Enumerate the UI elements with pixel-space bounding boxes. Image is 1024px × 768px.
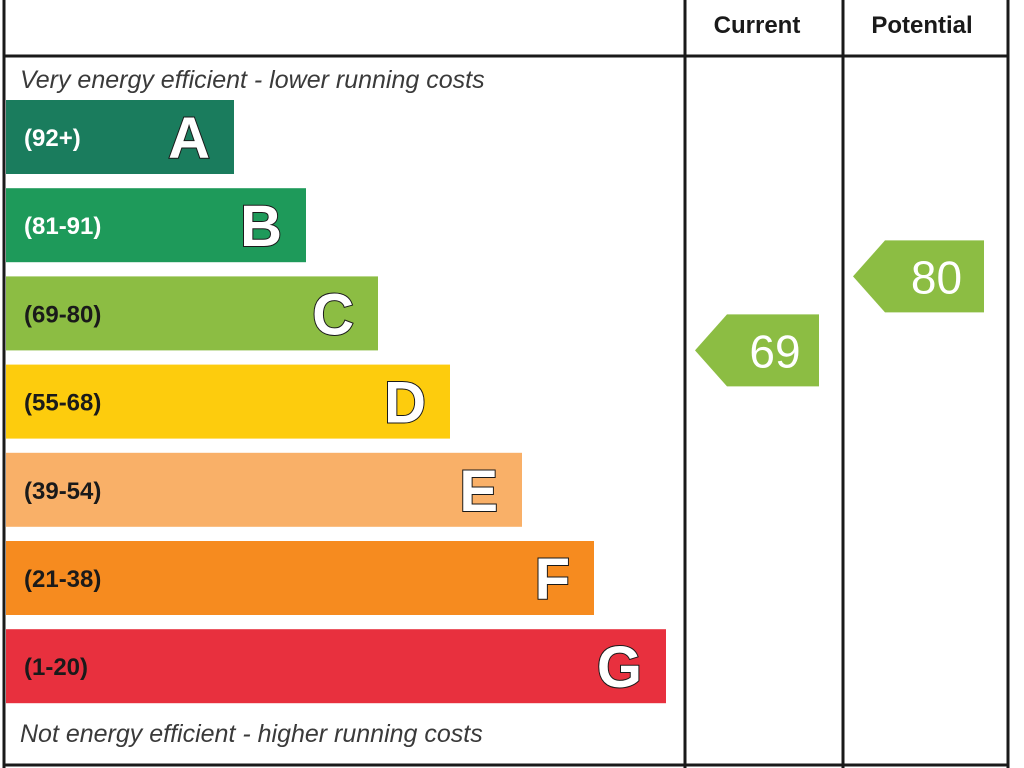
band-c-range: (69-80) [24, 301, 101, 328]
band-d: (55-68) D [6, 364, 450, 439]
band-d-range: (55-68) [24, 390, 101, 417]
band-e-range: (39-54) [24, 478, 101, 505]
band-e-letter: E [459, 459, 498, 524]
band-g-bar [6, 629, 666, 704]
band-b-letter: B [240, 194, 282, 259]
band-g-letter: G [597, 635, 642, 700]
current-rating-arrow [695, 314, 819, 387]
band-c: (69-80) C [6, 276, 378, 351]
band-b: (81-91) B [6, 188, 306, 263]
band-b-bar [6, 188, 306, 263]
potential-rating-arrow [853, 240, 984, 313]
band-c-letter: C [312, 282, 354, 347]
band-d-bar [6, 364, 450, 439]
band-e-bar [6, 452, 522, 527]
band-g: (1-20) G [6, 629, 666, 704]
band-f-letter: F [535, 547, 570, 612]
band-a-bar [6, 100, 234, 174]
current-rating-marker: 69 [695, 314, 819, 387]
band-f-bar [6, 541, 594, 615]
band-f-range: (21-38) [24, 566, 101, 593]
band-a: (92+) A [6, 100, 234, 174]
current-column-header: Current [714, 12, 801, 39]
band-c-bar [6, 276, 378, 351]
potential-column-header: Potential [871, 12, 972, 39]
potential-rating-marker: 80 [853, 240, 984, 313]
band-a-letter: A [168, 106, 210, 171]
band-g-range: (1-20) [24, 654, 88, 681]
band-d-letter: D [384, 371, 426, 436]
band-b-range: (81-91) [24, 213, 101, 240]
potential-rating-value: 80 [911, 251, 962, 303]
band-e: (39-54) E [6, 452, 522, 527]
bottom-caption: Not energy efficient - higher running co… [20, 720, 483, 748]
rating-bands: (92+) A (81-91) B (69-80) C (55-68) D (39-54) E (2… [6, 100, 666, 704]
band-a-range: (92+) [24, 125, 81, 152]
top-caption: Very energy efficient - lower running co… [20, 66, 485, 94]
rating-markers: 69 80 [695, 240, 984, 387]
band-f: (21-38) F [6, 541, 594, 615]
current-rating-value: 69 [749, 325, 800, 377]
